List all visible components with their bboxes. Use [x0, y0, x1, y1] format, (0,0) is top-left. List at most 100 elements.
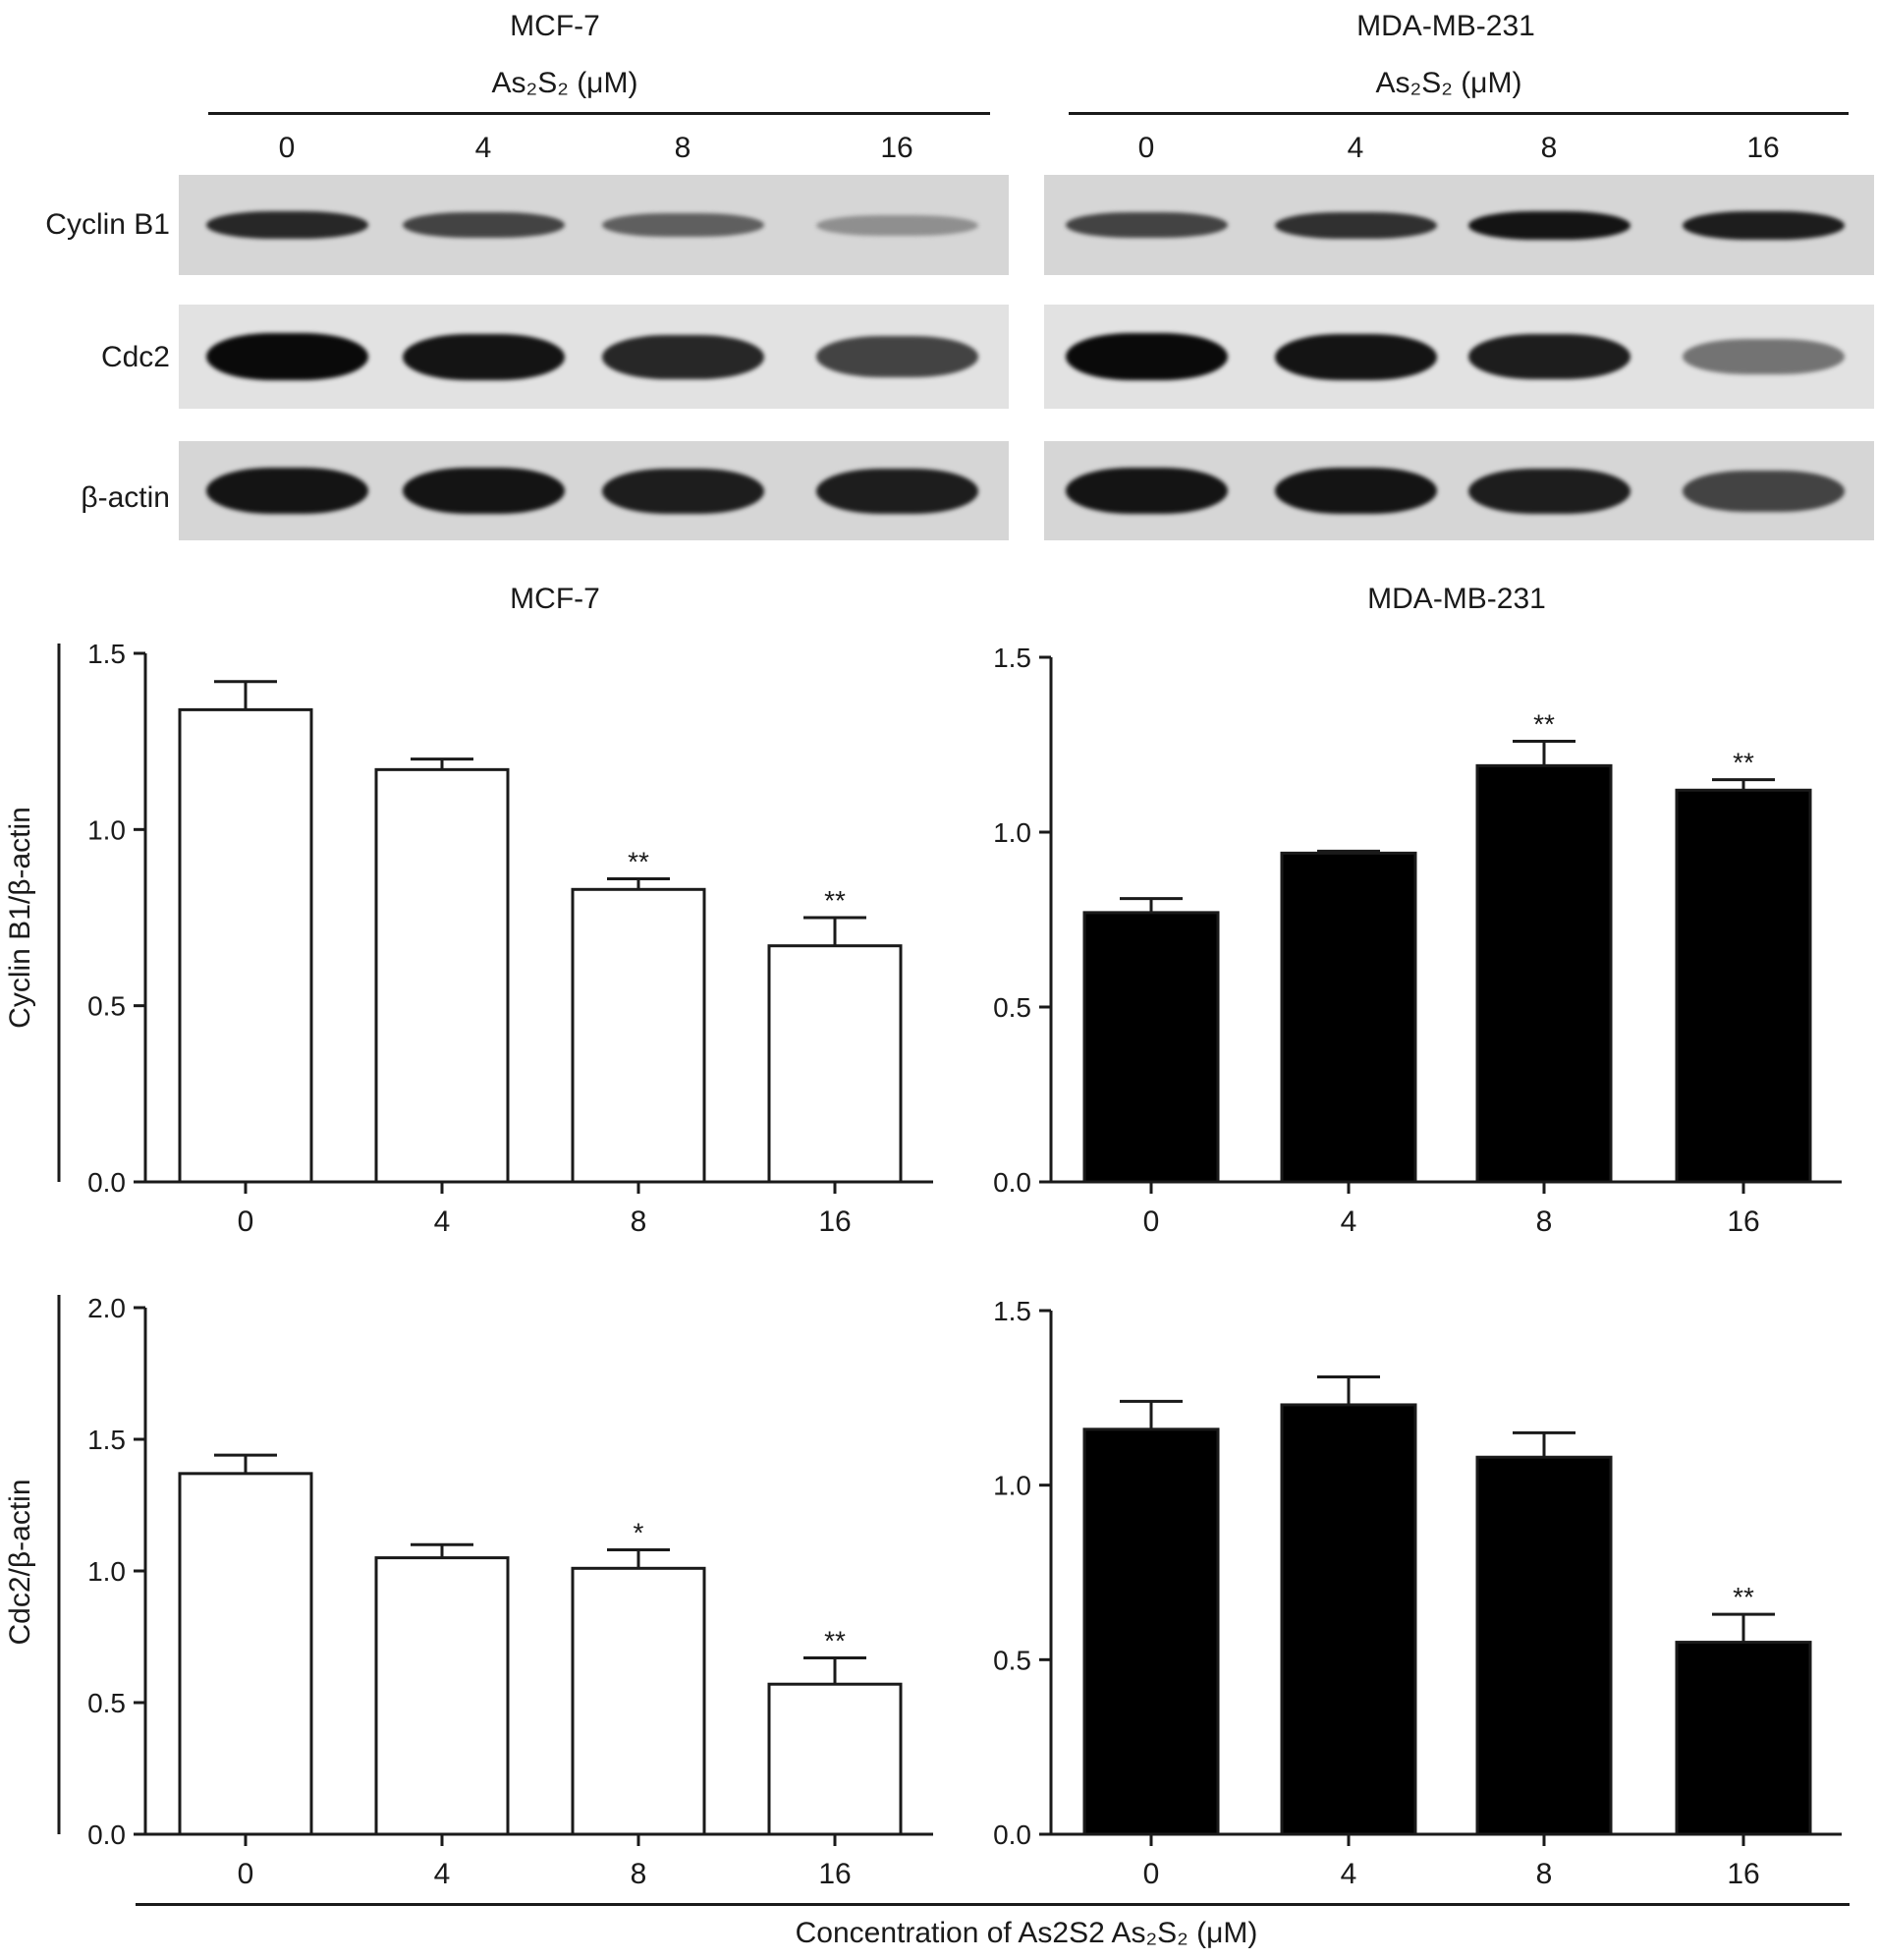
bar	[374, 767, 510, 1184]
significance-marker: **	[824, 1625, 846, 1655]
significance-marker: **	[628, 847, 649, 877]
blot-lane-label: 8	[1540, 132, 1558, 164]
blot-header-line-mdamb231	[1069, 112, 1849, 115]
blot-title-mcf7: MCF-7	[510, 10, 600, 42]
blot-lane-label: 8	[674, 132, 691, 164]
blot-treatment-label-mdamb231: As₂S₂ (μM)	[1375, 67, 1522, 99]
blot-band	[205, 211, 368, 239]
y-tick-label: 1.5	[993, 1296, 1031, 1326]
y-tick-label: 1.0	[993, 1471, 1031, 1501]
blot-band	[1274, 468, 1437, 514]
y-tick-label: 1.5	[87, 1425, 126, 1455]
blot-band	[1274, 333, 1437, 380]
blot-band	[205, 468, 368, 514]
bar	[1475, 1455, 1613, 1836]
significance-marker: **	[824, 885, 846, 916]
y-tick-label: 0.0	[993, 1820, 1031, 1850]
blot-strip	[179, 441, 1009, 540]
y-tick-label: 1.5	[87, 639, 126, 669]
y-tick-label: 0.5	[87, 1688, 126, 1718]
blot-lane-label: 0	[1137, 132, 1155, 164]
blot-band	[402, 333, 565, 380]
blot-band	[815, 336, 978, 377]
y-tick-label: 0.0	[87, 1820, 126, 1850]
x-tick-label: 16	[818, 1205, 851, 1238]
y-tick-label: 1.5	[993, 643, 1031, 673]
blot-band	[1682, 470, 1845, 512]
blot-lane-label: 4	[474, 132, 492, 164]
y-tick-label: 0.5	[87, 991, 126, 1022]
bar	[571, 887, 706, 1184]
blot-row-label-cyclinb1: Cyclin B1	[45, 208, 170, 241]
chart-title-mdamb231: MDA-MB-231	[1367, 583, 1546, 615]
bar	[571, 1566, 706, 1836]
blot-band	[205, 333, 368, 380]
blot-band	[815, 468, 978, 514]
blot-strip	[1044, 441, 1874, 540]
x-tick-label: 0	[238, 1205, 254, 1238]
bar	[374, 1556, 510, 1836]
significance-marker: **	[1733, 1582, 1754, 1612]
blot-strip	[179, 175, 1009, 275]
x-tick-label: 8	[631, 1205, 647, 1238]
blot-strip	[1044, 305, 1874, 409]
bar	[1280, 1403, 1417, 1836]
x-tick-label: 8	[1536, 1205, 1553, 1238]
shared-xlabel-line	[136, 1903, 1850, 1906]
significance-marker: **	[1733, 748, 1754, 778]
blot-row-label-beta-actin: β-actin	[81, 481, 170, 514]
bar	[1082, 911, 1220, 1184]
y-tick-label: 1.0	[87, 814, 126, 845]
bar	[1082, 1428, 1220, 1836]
x-tick-label: 4	[1341, 1858, 1357, 1890]
blot-band	[1467, 210, 1630, 240]
blot-band	[402, 468, 565, 514]
y-tick-label: 0.5	[993, 1645, 1031, 1675]
x-tick-label: 16	[1727, 1858, 1759, 1890]
blot-lane-label: 16	[1746, 132, 1780, 164]
blot-treatment-label-mcf7: As₂S₂ (μM)	[491, 67, 638, 99]
blot-band	[601, 213, 764, 237]
blot-band	[1065, 468, 1228, 514]
blot-strip	[179, 305, 1009, 409]
blot-band	[601, 334, 764, 379]
blot-strip	[1044, 175, 1874, 275]
blot-lane-label: 4	[1347, 132, 1364, 164]
blot-band	[1682, 210, 1845, 240]
blot-lane-label: 16	[880, 132, 913, 164]
y-tick-label: 0.0	[993, 1167, 1031, 1198]
significance-marker: *	[634, 1518, 644, 1548]
blot-lane-label: 0	[278, 132, 296, 164]
y-tick-label: 0.5	[993, 992, 1031, 1023]
x-tick-label: 4	[434, 1858, 451, 1890]
x-tick-label: 0	[1143, 1205, 1160, 1238]
y-axis-label: Cyclin B1/β-actin	[4, 807, 36, 1029]
blot-band	[1274, 211, 1437, 239]
x-tick-label: 4	[434, 1205, 451, 1238]
blot-band	[1682, 339, 1845, 374]
blot-title-mdamb231: MDA-MB-231	[1356, 10, 1535, 42]
y-tick-label: 2.0	[87, 1293, 126, 1323]
bar	[178, 1472, 313, 1836]
y-tick-label: 0.0	[87, 1167, 126, 1198]
x-tick-label: 16	[1727, 1205, 1759, 1238]
bar	[767, 1682, 903, 1836]
bar	[1675, 788, 1812, 1184]
shared-xlabel: Concentration of As2S2 As₂S₂ (μM)	[795, 1917, 1258, 1949]
blot-band	[815, 214, 978, 236]
y-axis-label: Cdc2/β-actin	[4, 1480, 36, 1646]
bar	[1475, 763, 1613, 1184]
blot-band	[1467, 468, 1630, 514]
bar	[767, 944, 903, 1184]
blot-band	[601, 468, 764, 514]
bar	[1280, 851, 1417, 1184]
blot-band	[1065, 333, 1228, 380]
bar	[178, 707, 313, 1184]
blot-header-line-mcf7	[208, 112, 990, 115]
significance-marker: **	[1533, 708, 1555, 739]
x-tick-label: 16	[818, 1858, 851, 1890]
blot-row-label-cdc2: Cdc2	[100, 341, 170, 373]
blot-band	[1065, 212, 1228, 238]
bar	[1675, 1641, 1812, 1836]
x-tick-label: 0	[238, 1858, 254, 1890]
